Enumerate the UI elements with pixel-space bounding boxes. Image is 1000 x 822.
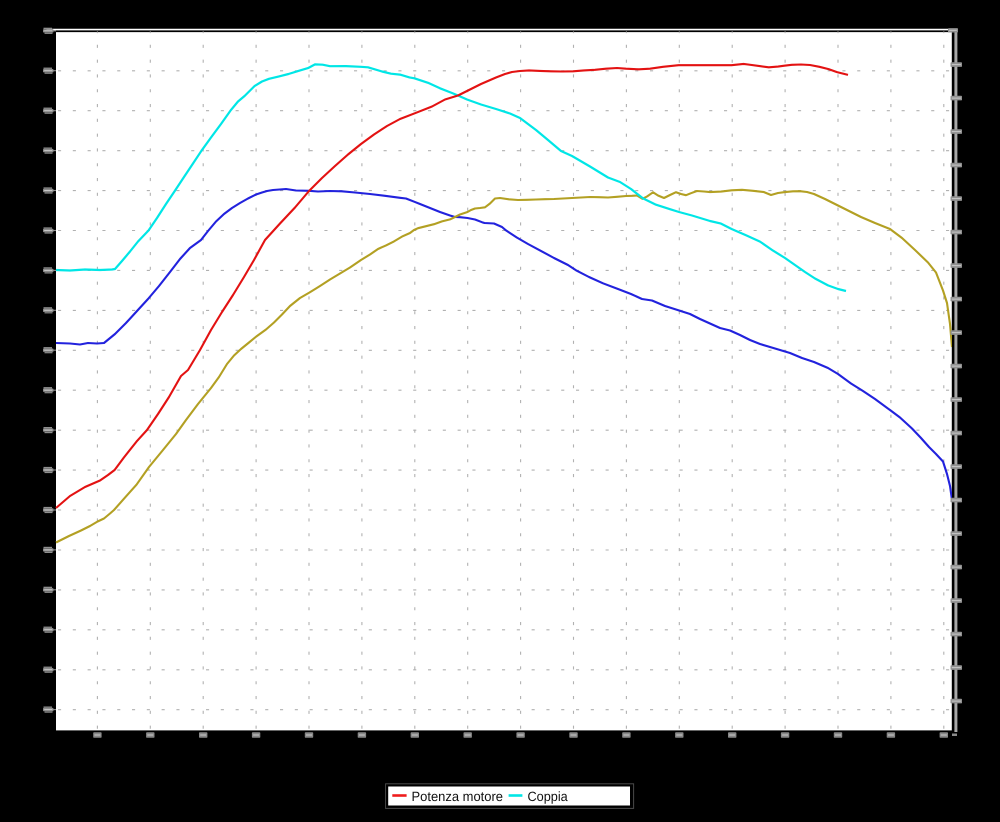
svg-text:Coppia: Coppia [528,789,569,804]
svg-text:Potenza motore: Potenza motore [412,789,504,804]
